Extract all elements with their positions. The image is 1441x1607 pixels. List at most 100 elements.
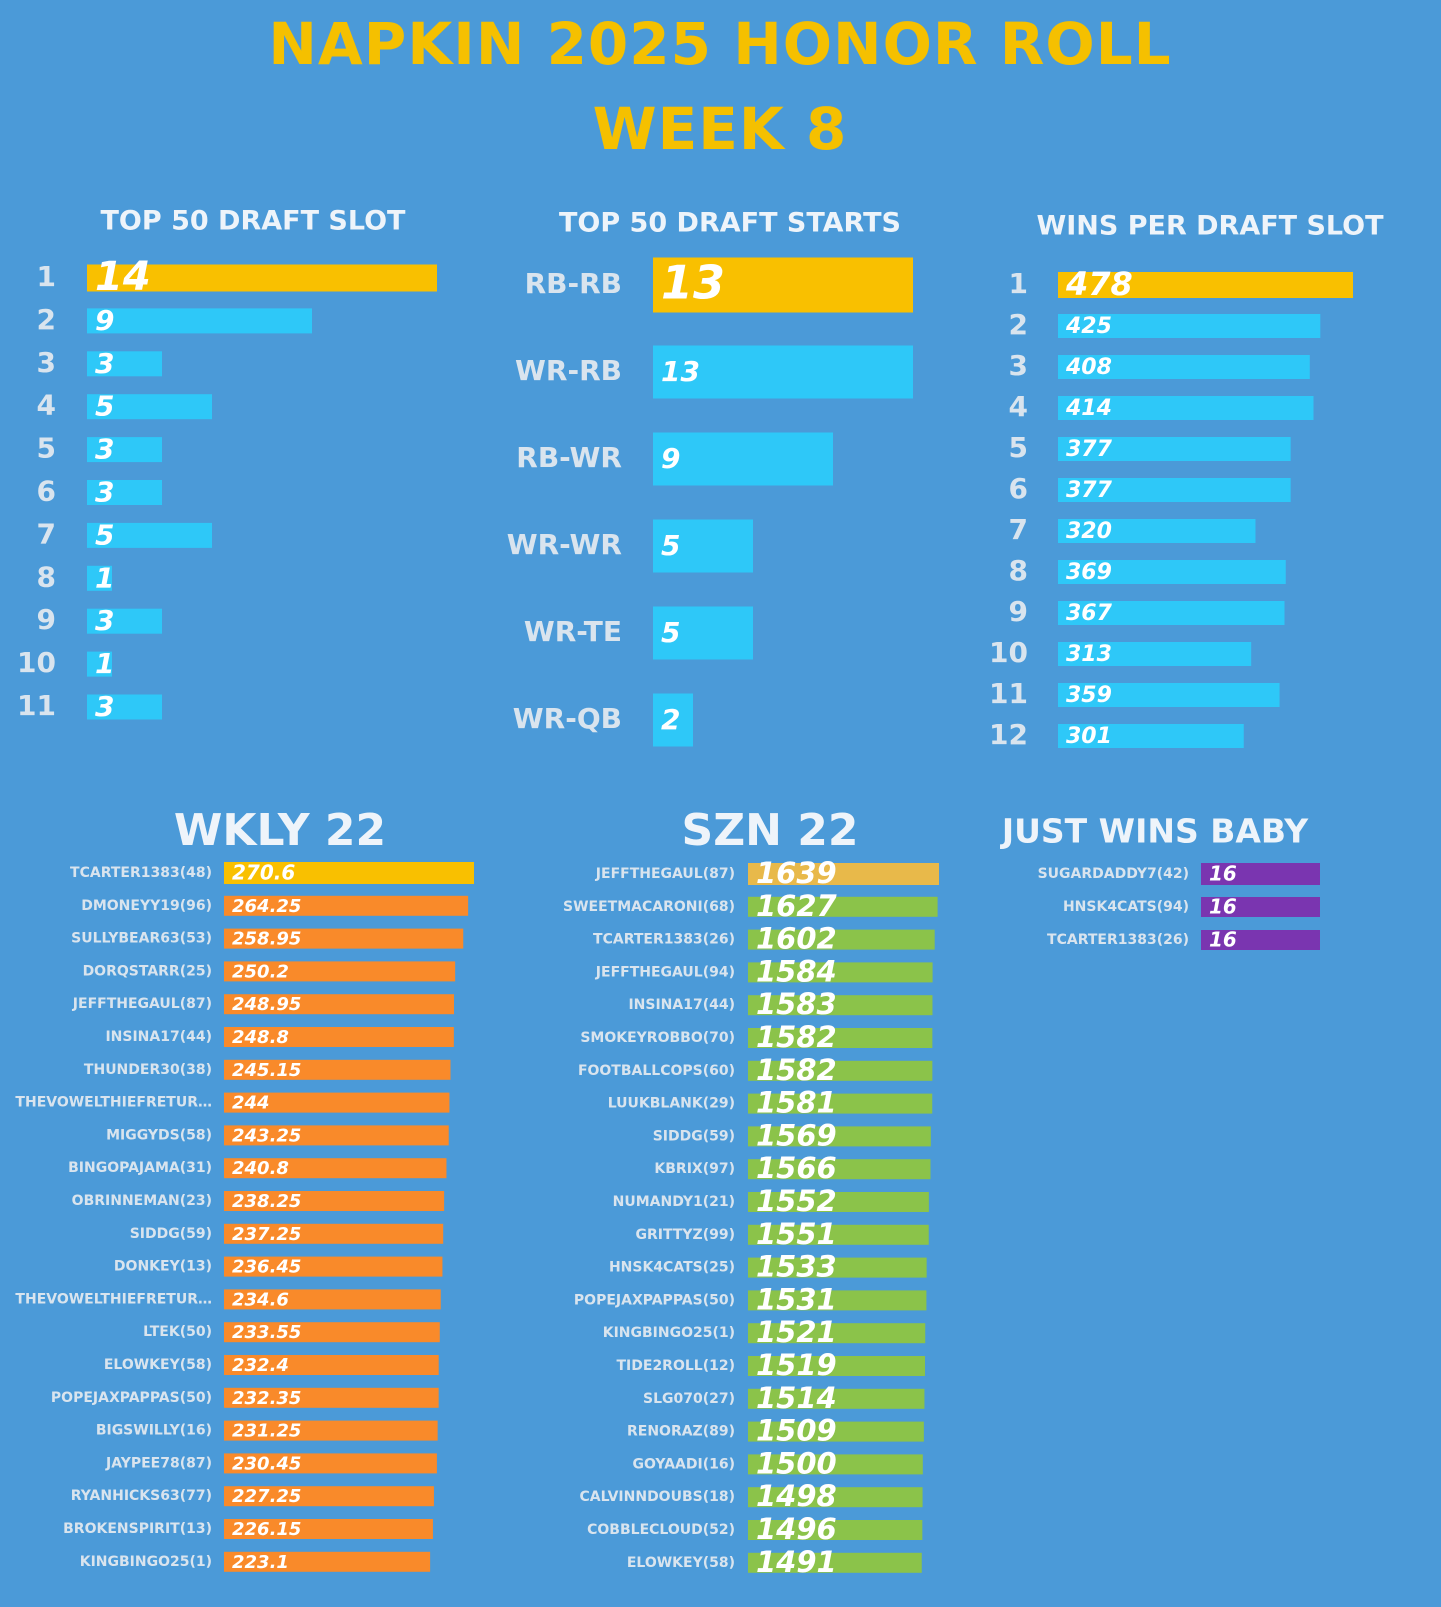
category-label: TCARTER1383(48) [70, 865, 212, 881]
bar [748, 1454, 923, 1475]
value-label: 1521 [756, 1315, 837, 1349]
category-label: GRITTYZ(99) [636, 1227, 735, 1243]
bar [1058, 478, 1291, 502]
value-label: 5 [661, 529, 680, 562]
bar [748, 995, 933, 1016]
value-label: 5 [95, 518, 114, 551]
category-label: RENORAZ(89) [627, 1424, 735, 1440]
value-label: 3 [95, 476, 114, 509]
category-label: KBRIX(97) [654, 1161, 735, 1177]
bar [224, 1158, 447, 1179]
value-label: 226.15 [232, 1519, 301, 1540]
bar [87, 480, 162, 505]
chart-title: SZN 22 [682, 805, 859, 856]
bar [1058, 683, 1280, 707]
category-label: KINGBINGO25(1) [80, 1554, 212, 1570]
bar [1058, 560, 1286, 584]
bar [1058, 314, 1321, 338]
bar [748, 1126, 931, 1147]
bar [87, 608, 162, 634]
value-label: 9 [661, 442, 680, 475]
category-label: 9 [37, 603, 56, 636]
value-label: 1551 [756, 1217, 837, 1251]
category-label: SWEETMACARONI(68) [563, 899, 735, 915]
category-label: SIDDG(59) [130, 1226, 212, 1242]
category-label: COBBLECLOUD(52) [587, 1522, 735, 1538]
value-label: 369 [1066, 560, 1112, 585]
category-label: 10 [17, 646, 56, 679]
category-label: 5 [1009, 431, 1028, 464]
bar [1058, 272, 1353, 298]
bar [1058, 396, 1314, 420]
chart-title: TOP 50 DRAFT SLOT [101, 206, 407, 237]
value-label: 240.8 [232, 1158, 289, 1179]
value-label: 1 [95, 561, 114, 594]
category-label: 8 [37, 560, 56, 593]
category-label: BIGSWILLY(16) [96, 1423, 212, 1439]
category-label: 6 [1009, 472, 1028, 505]
value-label: 2 [661, 703, 680, 736]
value-label: 1519 [756, 1348, 837, 1382]
category-label: ELOWKEY(58) [104, 1357, 212, 1373]
bar [224, 1059, 451, 1080]
category-label: 4 [1009, 390, 1028, 423]
bar [748, 1028, 933, 1048]
bar [224, 1355, 439, 1375]
value-label: 236.45 [232, 1257, 301, 1278]
category-label: GOYAADI(16) [633, 1456, 735, 1472]
category-label: MIGGYDS(58) [106, 1127, 212, 1143]
bar [224, 1453, 437, 1474]
value-label: 248.8 [232, 1027, 289, 1048]
bar [224, 1322, 440, 1343]
category-label: JEFFTHEGAUL(87) [595, 866, 735, 882]
bar [748, 1159, 931, 1180]
value-label: 1569 [756, 1118, 837, 1152]
value-label: 1498 [756, 1479, 837, 1513]
value-label: 359 [1066, 683, 1112, 708]
value-label: 13 [661, 256, 725, 310]
value-label: 227.25 [232, 1486, 301, 1507]
bar [87, 308, 312, 334]
category-label: SLG070(27) [643, 1391, 735, 1407]
bar [1201, 863, 1320, 885]
category-label: TCARTER1383(26) [593, 932, 735, 948]
value-label: 237.25 [232, 1224, 301, 1245]
value-label: 1 [95, 647, 114, 680]
category-label: DONKEY(13) [114, 1259, 212, 1275]
category-label: 9 [1009, 595, 1028, 628]
category-label: POPEJAXPAPPAS(50) [51, 1390, 212, 1406]
category-label: 12 [989, 718, 1028, 751]
value-label: 313 [1066, 642, 1112, 667]
value-label: 3 [95, 347, 114, 380]
category-label: FOOTBALLCOPS(60) [578, 1063, 735, 1079]
value-label: 3 [95, 690, 114, 723]
value-label: 1582 [756, 1020, 837, 1054]
bar [653, 606, 753, 660]
value-label: 1509 [756, 1414, 837, 1448]
value-label: 243.25 [232, 1125, 301, 1146]
bar [653, 257, 913, 313]
category-label: ELOWKEY(58) [627, 1555, 735, 1571]
category-label: WR-TE [524, 615, 622, 648]
bar [748, 1060, 933, 1081]
bar [1058, 724, 1244, 748]
category-label: JEFFTHEGAUL(94) [595, 964, 735, 980]
category-label: NUMANDY1(21) [613, 1194, 735, 1210]
bar [1058, 437, 1291, 461]
category-label: SUGARDADDY7(42) [1038, 866, 1189, 882]
value-label: 270.6 [232, 861, 295, 885]
category-label: 3 [37, 346, 56, 379]
category-label: 4 [37, 389, 56, 422]
value-label: 13 [661, 355, 700, 388]
category-label: LUUKBLANK(29) [608, 1096, 735, 1112]
chart-title: JUST WINS BABY [1000, 812, 1309, 851]
value-label: 232.35 [232, 1388, 301, 1409]
bar [87, 694, 162, 720]
value-label: 233.55 [232, 1322, 301, 1343]
value-label: 231.25 [232, 1421, 301, 1442]
value-label: 1581 [756, 1086, 837, 1120]
value-label: 1552 [756, 1184, 837, 1218]
value-label: 16 [1209, 862, 1237, 886]
bar [748, 1487, 923, 1508]
